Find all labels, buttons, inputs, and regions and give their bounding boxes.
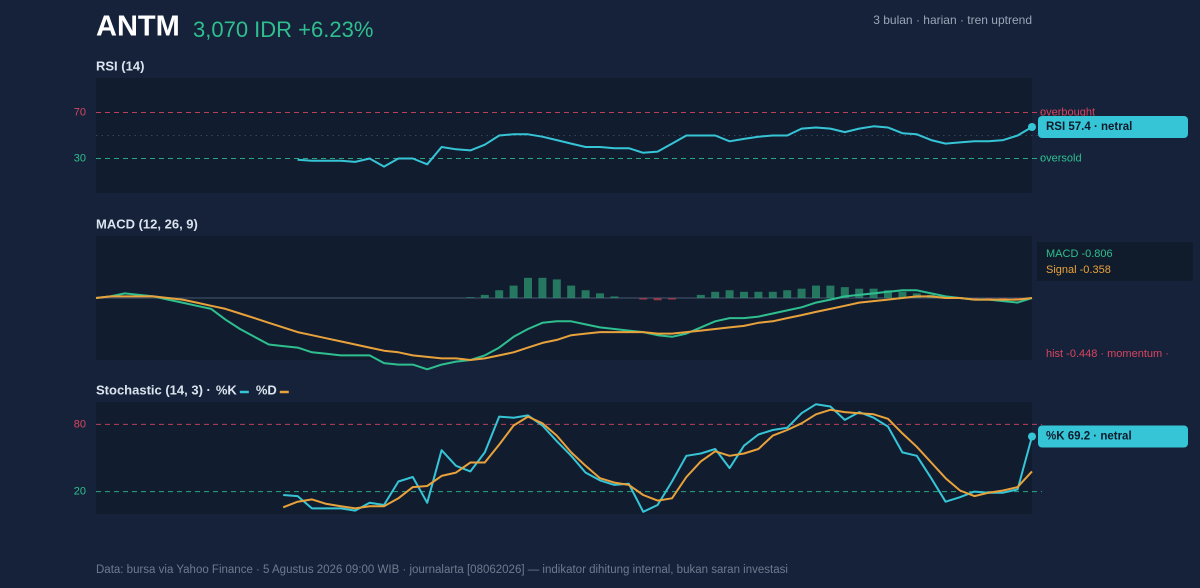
histogram-bar [696,294,705,298]
histogram-bar [495,290,504,298]
legend-entry: MACD -0.806 [1046,248,1113,260]
histogram-bar [581,290,590,298]
histogram-bar [639,298,648,300]
histogram-bar [668,298,676,300]
histogram-bar [711,291,720,298]
y-tick-label: 70 [74,106,86,118]
y-tick-label: 80 [74,418,86,430]
end-label: %K 69.2 · netral [1046,431,1132,443]
histogram-bar [898,291,907,298]
histogram-bar [509,285,518,298]
end-label-box [1038,425,1188,448]
histogram-bar [552,279,561,298]
histogram-bar [797,288,806,298]
histogram-bar [768,291,777,298]
footer: Data: bursa via Yahoo Finance · 5 Agustu… [96,564,788,576]
legend-entry: hist -0.448 · momentum · [1046,348,1169,360]
histogram-bar [567,285,576,298]
reference-label: oversold [1040,152,1082,164]
histogram-bar [884,290,892,298]
histogram-bar [740,291,748,298]
y-tick-label: 30 [74,152,86,164]
histogram-bar [610,296,619,298]
end-marker [1028,432,1036,441]
series-line [282,408,1033,510]
price: 3,070 IDR +6.23% [193,17,373,42]
histogram-bar [826,285,835,298]
reference-label: overbought [1040,106,1095,118]
histogram-bar [538,277,547,298]
legend-entry: %K [216,382,238,397]
series-line [95,295,1033,361]
panel-title: Stochastic (14, 3) · [96,382,211,397]
panel [96,402,1032,514]
histogram-bar [754,291,763,298]
histogram-bar [725,290,734,298]
legend-entry: %D [256,382,277,397]
legend-entry: Signal -0.358 [1046,264,1111,276]
histogram-bar [812,285,820,298]
histogram-bar [840,287,849,298]
y-tick-label: 20 [74,486,86,498]
histogram-bar [524,277,532,298]
histogram-bar [480,294,489,298]
end-marker [1028,122,1036,131]
histogram-bar [596,293,604,298]
panel-title: MACD (12, 26, 9) [96,216,198,231]
histogram-bar [783,290,792,298]
ticker: ANTM [96,11,180,43]
series-line [283,403,1033,513]
legend-box [1037,242,1193,281]
series-line [95,289,1033,371]
histogram-bar [855,288,864,298]
end-label-box [1038,115,1188,138]
histogram-bar [653,298,662,301]
series-line [297,125,1033,168]
subtitle: 3 bulan · harian · tren uptrend [873,13,1032,27]
panel-title: RSI (14) [96,58,144,73]
histogram-bar [466,297,475,298]
end-label: RSI 57.4 · netral [1046,121,1132,133]
